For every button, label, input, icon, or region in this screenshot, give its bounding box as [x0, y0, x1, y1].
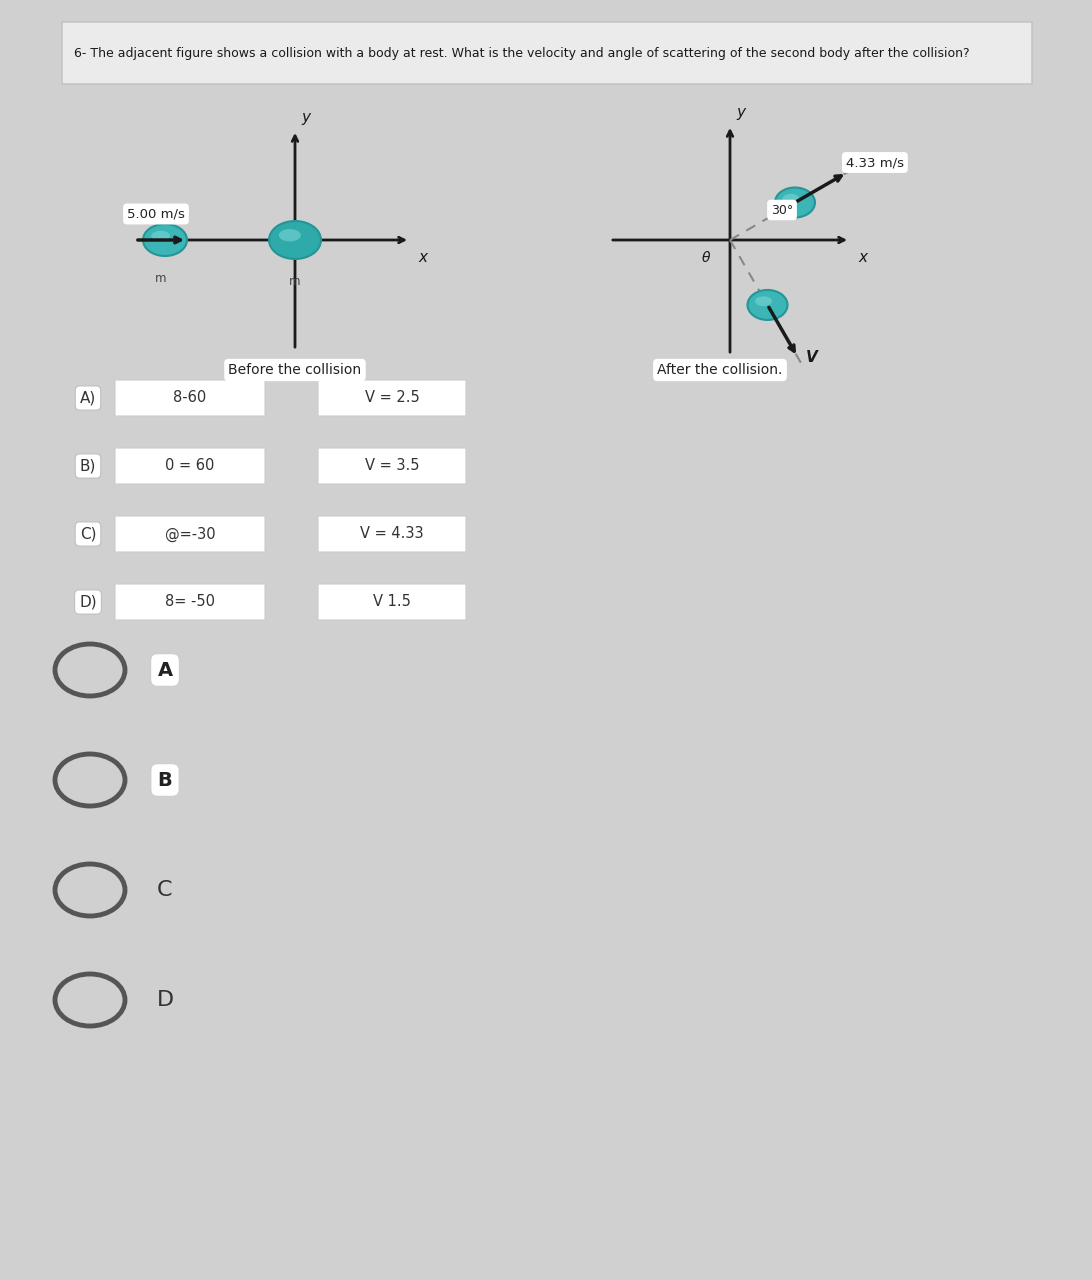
Ellipse shape	[775, 187, 815, 218]
Text: V: V	[806, 349, 817, 365]
FancyBboxPatch shape	[115, 380, 265, 416]
Text: V = 2.5: V = 2.5	[365, 390, 419, 406]
Ellipse shape	[755, 297, 772, 306]
Text: y: y	[736, 105, 745, 120]
Text: C): C)	[80, 526, 96, 541]
Text: A): A)	[80, 390, 96, 406]
Text: B): B)	[80, 458, 96, 474]
Ellipse shape	[269, 221, 321, 259]
Text: D: D	[156, 989, 174, 1010]
Text: m: m	[289, 275, 300, 288]
FancyBboxPatch shape	[115, 516, 265, 552]
Text: V = 4.33: V = 4.33	[360, 526, 424, 541]
Text: 4.33 m/s: 4.33 m/s	[846, 156, 904, 169]
Ellipse shape	[783, 193, 799, 204]
Text: 30°: 30°	[771, 204, 793, 216]
Text: 8= -50: 8= -50	[165, 594, 215, 609]
Ellipse shape	[748, 291, 787, 320]
Text: x: x	[858, 250, 867, 265]
Text: 8-60: 8-60	[174, 390, 206, 406]
FancyBboxPatch shape	[318, 448, 466, 484]
Text: A: A	[157, 660, 173, 680]
FancyBboxPatch shape	[62, 22, 1032, 84]
Text: x: x	[418, 250, 427, 265]
Text: B: B	[157, 771, 173, 790]
Text: 6- The adjacent figure shows a collision with a body at rest. What is the veloci: 6- The adjacent figure shows a collision…	[74, 46, 970, 59]
Text: V = 3.5: V = 3.5	[365, 458, 419, 474]
FancyBboxPatch shape	[115, 584, 265, 620]
FancyBboxPatch shape	[318, 380, 466, 416]
Text: Before the collision: Before the collision	[228, 364, 361, 378]
Text: y: y	[301, 110, 310, 125]
FancyBboxPatch shape	[318, 584, 466, 620]
Text: After the collision.: After the collision.	[657, 364, 783, 378]
FancyBboxPatch shape	[115, 448, 265, 484]
Text: θ: θ	[702, 251, 711, 265]
Text: m: m	[155, 271, 167, 285]
Text: 0 = 60: 0 = 60	[165, 458, 215, 474]
Text: 5.00 m/s: 5.00 m/s	[127, 207, 185, 220]
Text: D): D)	[80, 594, 97, 609]
Text: V 1.5: V 1.5	[373, 594, 411, 609]
Ellipse shape	[152, 230, 170, 241]
Text: C: C	[157, 881, 173, 900]
Ellipse shape	[278, 229, 301, 242]
Ellipse shape	[143, 224, 187, 256]
Text: @=-30: @=-30	[165, 526, 215, 541]
FancyBboxPatch shape	[318, 516, 466, 552]
